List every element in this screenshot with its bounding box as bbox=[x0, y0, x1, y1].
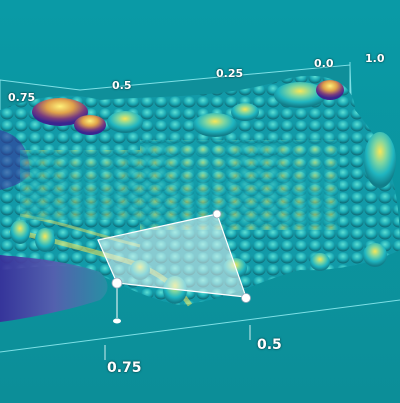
surface-valley bbox=[0, 255, 108, 322]
selection-handle-front-left[interactable] bbox=[111, 277, 123, 289]
selection-handle-front-right[interactable] bbox=[241, 293, 251, 303]
selection-handle-back-right[interactable] bbox=[212, 209, 222, 219]
front-axis-line bbox=[0, 299, 400, 353]
surface-peaks bbox=[10, 80, 396, 304]
selection-box[interactable] bbox=[97, 209, 251, 324]
selection-anchor[interactable] bbox=[113, 318, 121, 324]
